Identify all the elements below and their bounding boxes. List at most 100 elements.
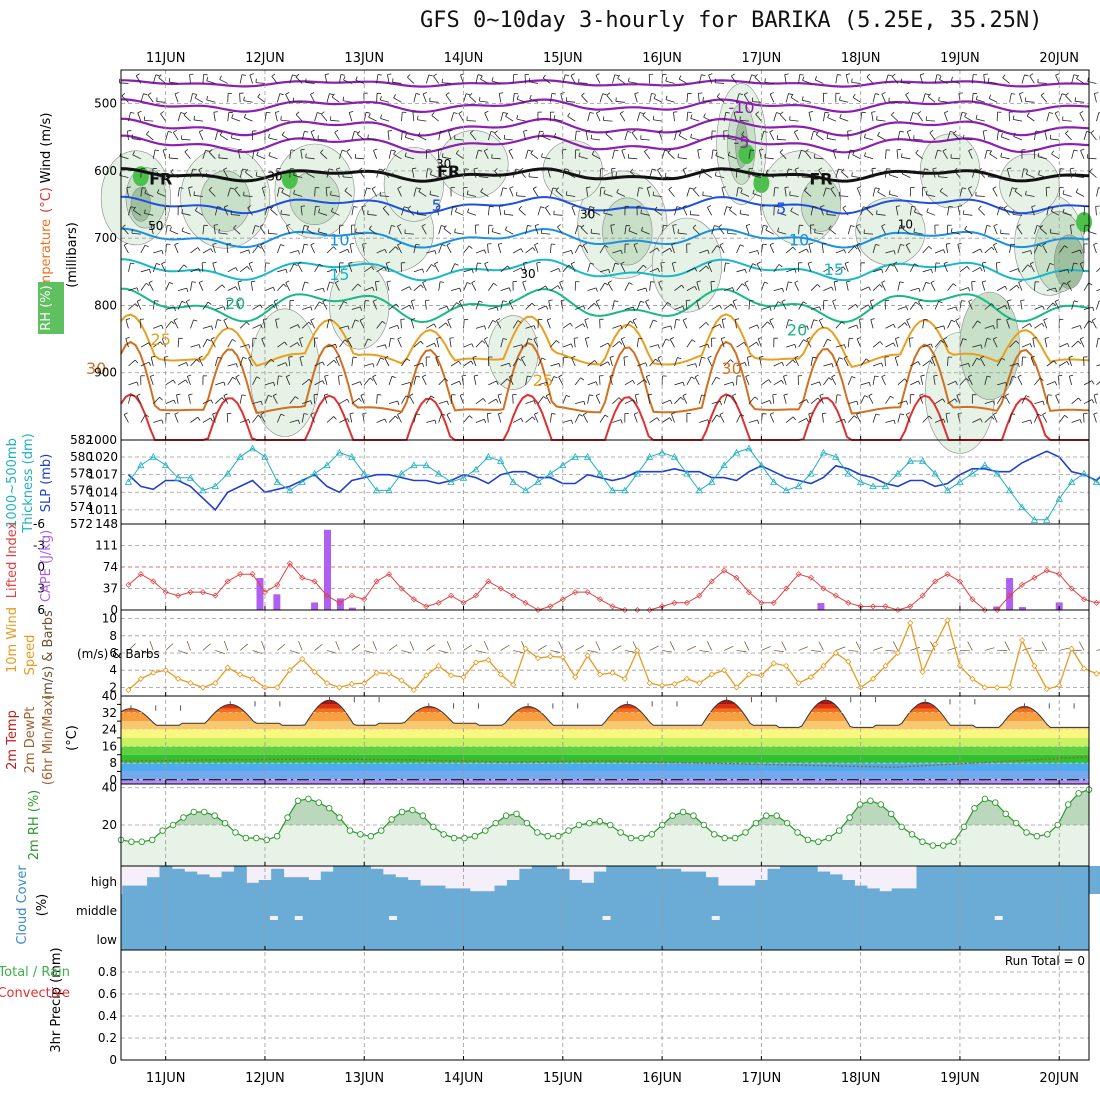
wind-barb-flag	[856, 401, 859, 406]
wind-barb	[910, 361, 919, 367]
cloud-high-bar	[444, 888, 458, 894]
wind-barb	[1055, 395, 1060, 404]
wind-barb	[665, 176, 675, 179]
wind-barb	[177, 187, 180, 197]
wind-barb	[153, 249, 162, 254]
wind-barb	[215, 306, 224, 310]
wind-barb-flag	[434, 419, 437, 425]
wind-barb-flag	[429, 190, 432, 195]
wind-barb	[996, 206, 1001, 216]
wind-barb-flag	[643, 264, 647, 269]
wind-barb-flag	[879, 284, 883, 288]
wind-barb-flag	[543, 396, 547, 400]
wind-barb-flag	[875, 413, 880, 416]
wind-barb-flag	[732, 382, 735, 387]
wind-barb	[190, 281, 193, 291]
wind-barb-flag	[754, 74, 758, 78]
wind-barb	[413, 93, 417, 103]
wind-barb-flag	[703, 169, 707, 173]
wind-barb-flag	[889, 263, 894, 267]
wind-speed-marker	[187, 680, 194, 687]
wind-barb-flag	[856, 324, 859, 329]
wind-barb	[831, 376, 837, 386]
wind-barb	[1065, 133, 1072, 141]
wind-barb	[745, 225, 750, 235]
wind-barb	[1034, 400, 1044, 405]
wind-barb-flag	[132, 151, 135, 156]
wind-barb-flag	[482, 398, 486, 402]
wind-barb-flag	[943, 418, 946, 423]
wind-barb-flag	[899, 130, 904, 133]
wind-barb	[1095, 206, 1097, 216]
wind-barb	[1083, 320, 1090, 329]
wind-barb-flag	[920, 73, 925, 76]
wind-barb-flag	[896, 205, 901, 207]
wind-barb	[206, 99, 216, 103]
surface-wind-barb	[446, 641, 452, 651]
rh2m-marker	[253, 834, 260, 842]
wind-barb-flag	[179, 187, 184, 189]
wind-barb-flag	[818, 167, 823, 171]
wind-barb	[1071, 262, 1075, 272]
wind-barb-flag	[306, 169, 309, 174]
wind-barb-flag	[815, 131, 819, 135]
wind-barb-flag	[620, 419, 623, 424]
wind-barb	[537, 305, 547, 310]
rh-shading	[100, 83, 1093, 454]
cloud-high-bar	[184, 871, 198, 894]
thickness-marker	[497, 457, 505, 464]
temp-band	[121, 737, 1089, 747]
wind-tick-label: 6	[109, 646, 117, 660]
wind-barb	[417, 213, 427, 216]
wind-barb-flag	[855, 224, 860, 227]
wind-barb	[649, 247, 658, 254]
wind-barb	[723, 394, 728, 404]
wind-barb	[512, 248, 522, 254]
temp-band	[121, 704, 1089, 709]
wind-barb-flag	[349, 242, 355, 245]
wind-barb-flag	[422, 363, 425, 368]
wind-barb	[275, 319, 278, 329]
lifted-index-marker	[994, 607, 1001, 613]
wind-barb	[326, 246, 334, 254]
slp-line	[127, 450, 1100, 512]
wind-barb-flag	[645, 362, 648, 367]
wind-barb-flag	[379, 168, 384, 171]
surface-wind-barb	[298, 640, 303, 651]
wind-barb-flag	[1012, 115, 1015, 120]
wind-barb	[487, 131, 492, 141]
rh2m-marker	[627, 834, 635, 842]
wind-barb	[376, 74, 379, 84]
wind-barb	[926, 194, 936, 197]
wind-barb	[1075, 100, 1085, 103]
thickness-marker	[124, 478, 133, 485]
wind-barb	[459, 395, 464, 404]
wind-barb	[784, 74, 787, 84]
wind-barb	[686, 112, 689, 122]
wind-barb	[173, 320, 179, 329]
isotherm-10	[120, 227, 1090, 249]
wind-barb	[137, 112, 142, 122]
wind-barb	[562, 264, 570, 273]
wind-barb-flag	[210, 399, 214, 404]
wind-barb	[897, 131, 901, 141]
wind-barb-flag	[508, 287, 511, 292]
wind-barb-flag	[899, 281, 904, 284]
wind-barb	[585, 131, 589, 141]
wind-barb-flag	[895, 355, 900, 358]
rh2m-marker	[398, 808, 406, 816]
wind-barb-flag	[259, 304, 263, 309]
wind-barb	[336, 169, 340, 178]
wind-barb	[578, 82, 588, 84]
wind-barb	[628, 230, 638, 235]
wind-barb-flag	[446, 400, 449, 405]
cloud-middle-low	[121, 894, 1089, 950]
wind-barb-flag	[603, 209, 606, 214]
wind-barb-flag	[763, 224, 768, 227]
wind-barb-flag	[968, 363, 971, 368]
wind-barb	[202, 225, 205, 235]
wind-barb	[417, 119, 427, 122]
wind-barb	[856, 338, 862, 348]
wind-barb-flag	[148, 280, 153, 284]
wind-barb	[454, 138, 464, 141]
